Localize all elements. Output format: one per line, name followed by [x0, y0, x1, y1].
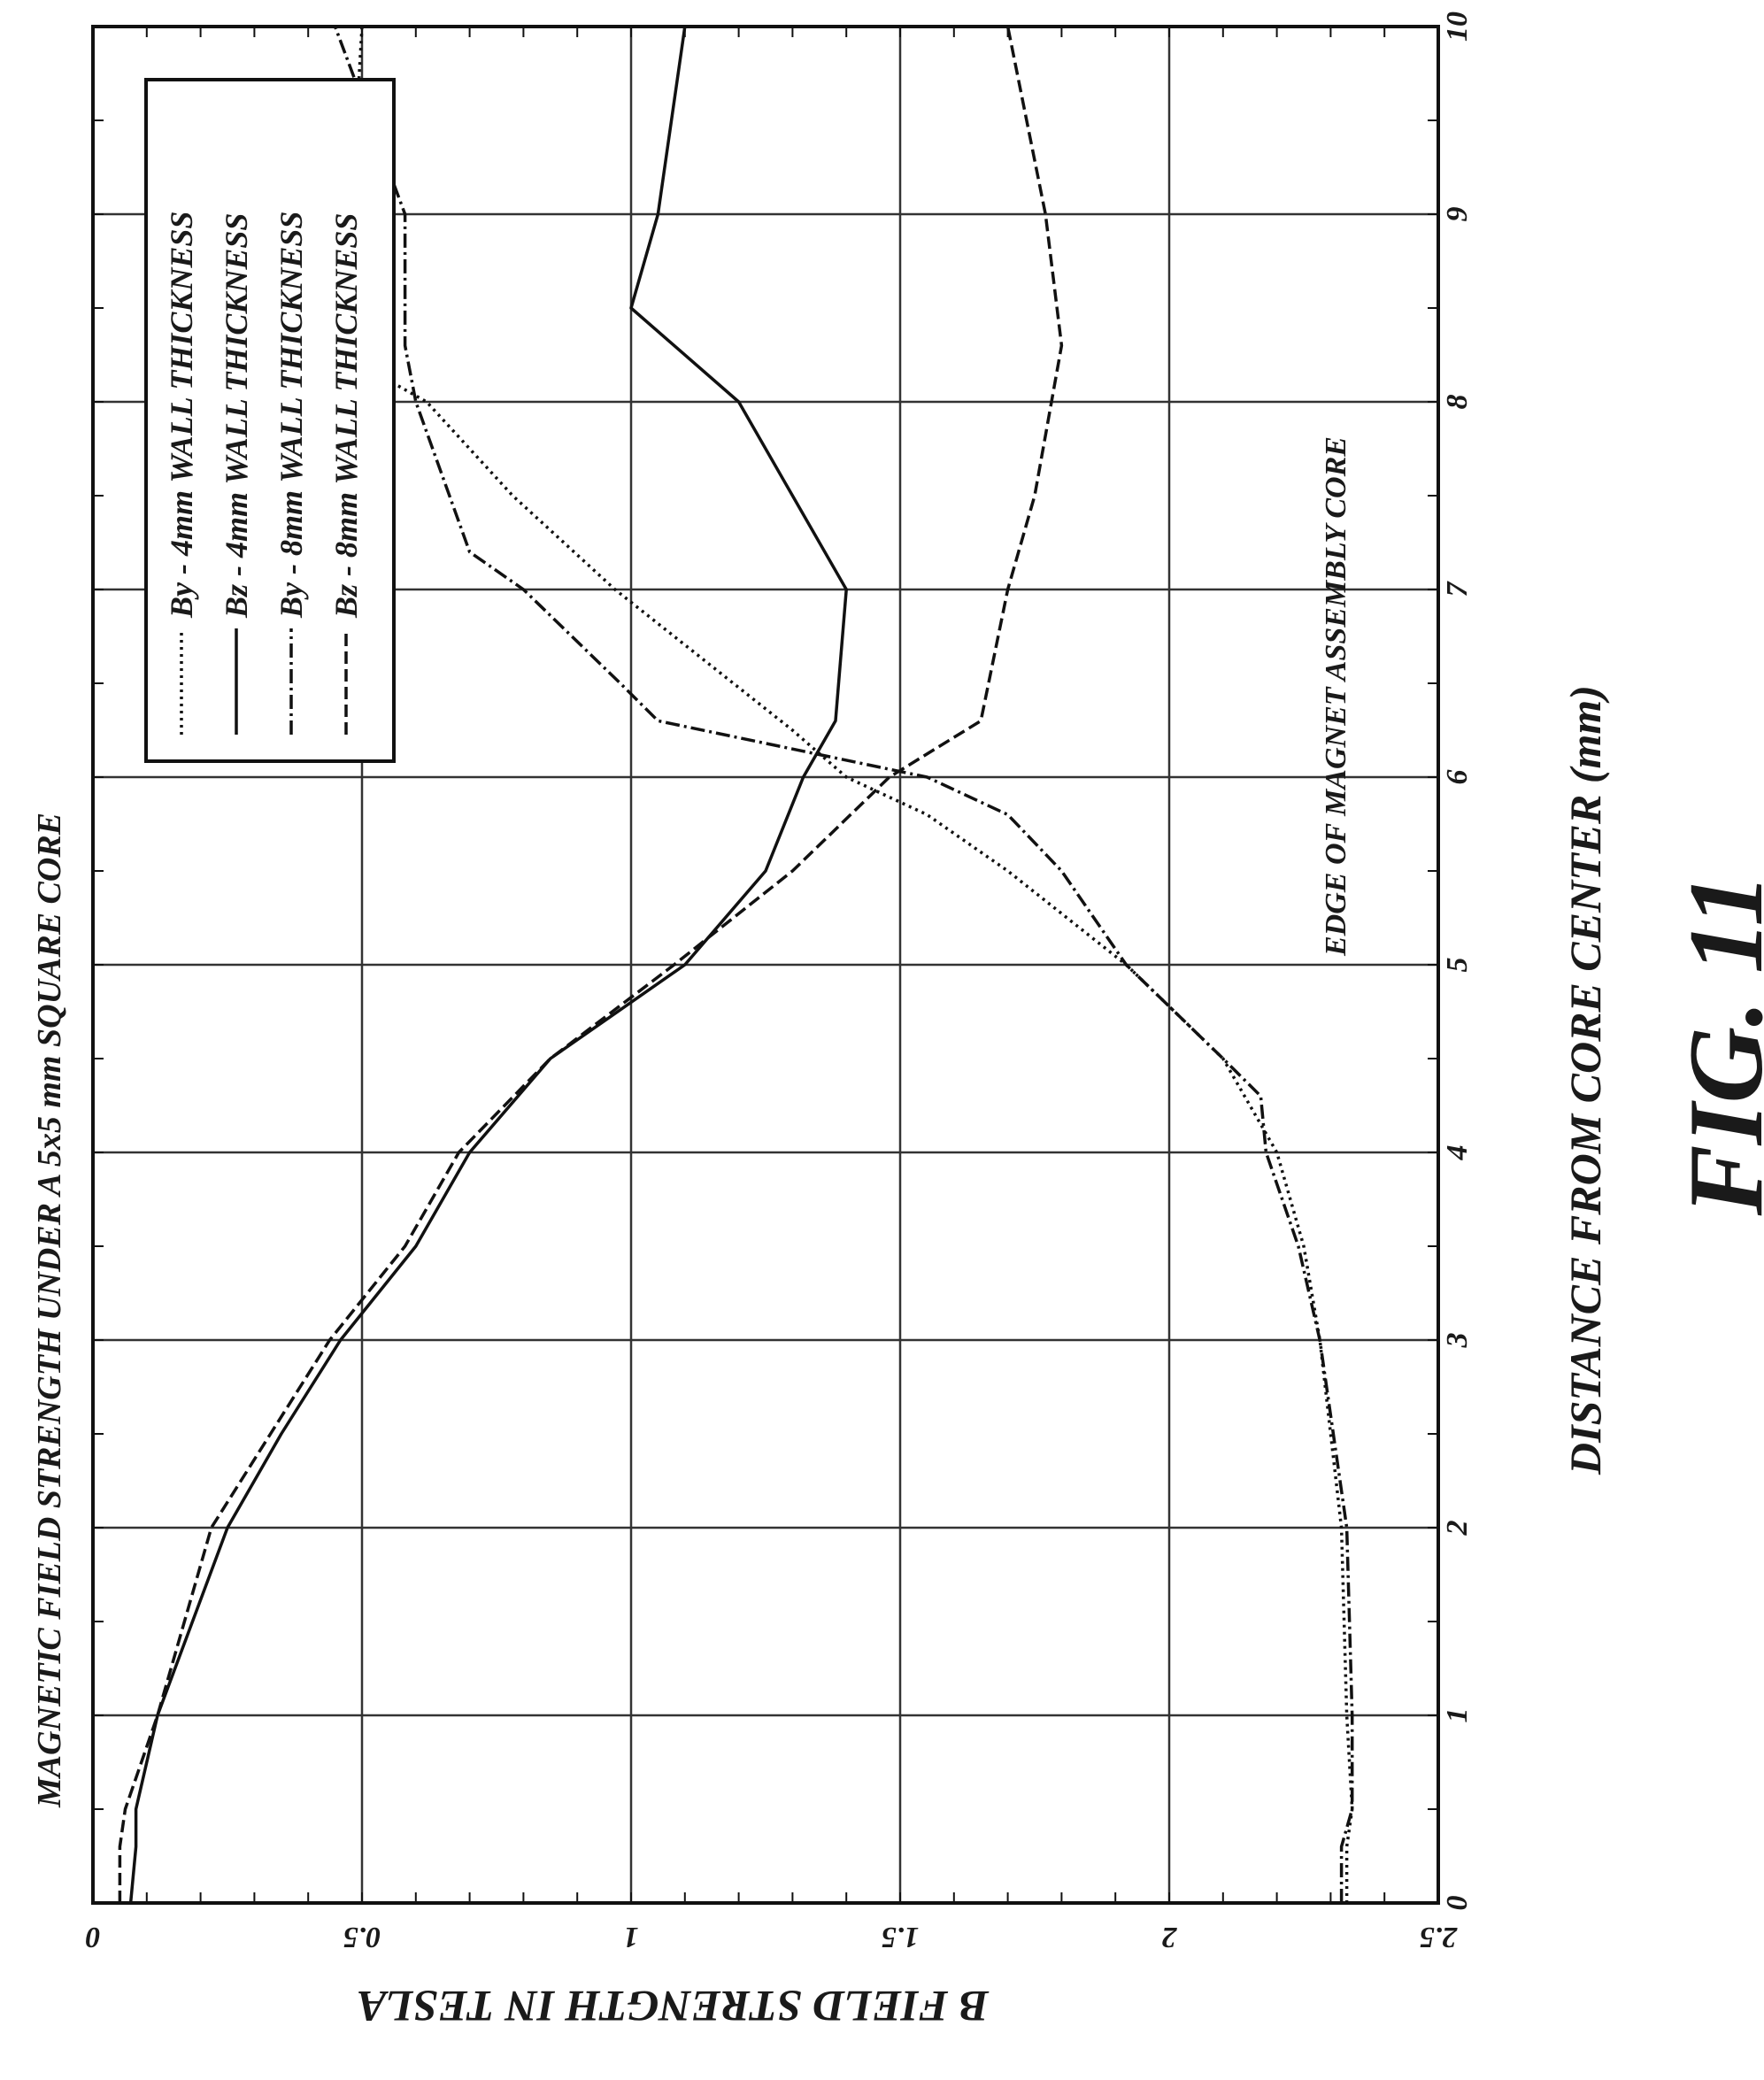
- edge-annotation-group: EDGE OF MAGNET ASSEMBLY CORE: [1320, 436, 1352, 957]
- legend-items: By - 4mm WALL THICKNESS Bz - 4mm WALL THI…: [164, 212, 364, 735]
- legend-entry: Bz - 4mm WALL THICKNESS: [219, 213, 254, 619]
- chart-title: MAGNETIC FIELD STRENGTH UNDER A 5x5 mm S…: [31, 813, 68, 1808]
- tick-labels: 0 1 2 3 4 5 6 7 8 9 10 0 0.5 1 1.5 2 2.5: [86, 12, 1475, 1953]
- x-tick-label-group: 10: [1441, 12, 1474, 42]
- y-tick-label-group: 1.5: [882, 1921, 920, 1953]
- y-tick-label-group: 0.5: [343, 1921, 381, 1953]
- x-tick-label: 6: [1441, 770, 1474, 785]
- series-line-3: [333, 26, 1354, 1903]
- legend-label: By - 8mm WALL THICKNESS: [273, 212, 309, 619]
- y-tick-label: 0: [86, 1921, 101, 1953]
- y-tick-label-group: 2.5: [1420, 1921, 1459, 1953]
- x-tick-label-group: 4: [1441, 1145, 1474, 1161]
- y-tick-label: 1.5: [882, 1921, 920, 1953]
- figure-label-group: FIG. 11: [1667, 874, 1764, 1217]
- y-tick-label: 2.5: [1420, 1921, 1459, 1953]
- series-lines: [118, 26, 1354, 1904]
- x-tick-label-group: 3: [1441, 1333, 1474, 1349]
- x-tick-label-group: 5: [1441, 958, 1474, 973]
- edge-annotation: EDGE OF MAGNET ASSEMBLY CORE: [1320, 436, 1352, 957]
- legend-label: Bz - 4mm WALL THICKNESS: [219, 213, 254, 619]
- y-tick-label: 2: [1162, 1921, 1178, 1953]
- x-tick-label: 9: [1441, 207, 1474, 222]
- y-tick-label-group: 2: [1162, 1921, 1178, 1953]
- tick-marks: [92, 26, 1439, 1904]
- x-axis-title-group: DISTANCE FROM CORE CENTER (mm): [1560, 685, 1610, 1475]
- legend-label: By - 4mm WALL THICKNESS: [164, 212, 199, 619]
- x-tick-label: 3: [1441, 1333, 1474, 1349]
- x-axis-title: DISTANCE FROM CORE CENTER (mm): [1560, 685, 1610, 1475]
- x-tick-label-group: 7: [1441, 581, 1474, 597]
- x-tick-label-group: 8: [1441, 395, 1474, 410]
- x-tick-label: 5: [1441, 958, 1474, 973]
- x-tick-label-group: 0: [1441, 1896, 1474, 1911]
- y-tick-label-group: 1: [624, 1921, 639, 1953]
- x-tick-label: 8: [1441, 395, 1474, 410]
- y-tick-label: 0.5: [343, 1921, 381, 1953]
- x-tick-label: 0: [1441, 1896, 1474, 1911]
- x-tick-label: 4: [1441, 1145, 1474, 1161]
- x-tick-label-group: 1: [1441, 1708, 1474, 1723]
- chart-title-group: MAGNETIC FIELD STRENGTH UNDER A 5x5 mm S…: [31, 813, 68, 1808]
- legend-label: Bz - 8mm WALL THICKNESS: [328, 213, 364, 619]
- y-tick-label: 1: [624, 1921, 639, 1953]
- x-tick-label-group: 2: [1441, 1521, 1474, 1537]
- x-tick-label-group: 6: [1441, 770, 1474, 785]
- legend: By - 4mm WALL THICKNESS Bz - 4mm WALL THI…: [144, 78, 396, 763]
- y-axis-title: B FIELD STRENGTH IN TESLA: [357, 1982, 990, 2031]
- x-tick-label: 1: [1441, 1708, 1474, 1723]
- figure-label: FIG. 11: [1667, 874, 1764, 1217]
- legend-entry: By - 4mm WALL THICKNESS: [164, 212, 199, 619]
- series-line-2: [128, 26, 848, 1904]
- x-tick-label-group: 9: [1441, 207, 1474, 222]
- legend-entry: By - 8mm WALL THICKNESS: [273, 212, 309, 619]
- y-tick-label-group: 0: [86, 1921, 101, 1953]
- x-tick-label: 2: [1441, 1521, 1474, 1537]
- y-axis-title-group: B FIELD STRENGTH IN TESLA: [357, 1982, 990, 2031]
- legend-entry: Bz - 8mm WALL THICKNESS: [328, 213, 364, 619]
- x-tick-label: 7: [1441, 581, 1474, 597]
- x-tick-label: 10: [1441, 12, 1474, 42]
- legend-box: [144, 78, 396, 763]
